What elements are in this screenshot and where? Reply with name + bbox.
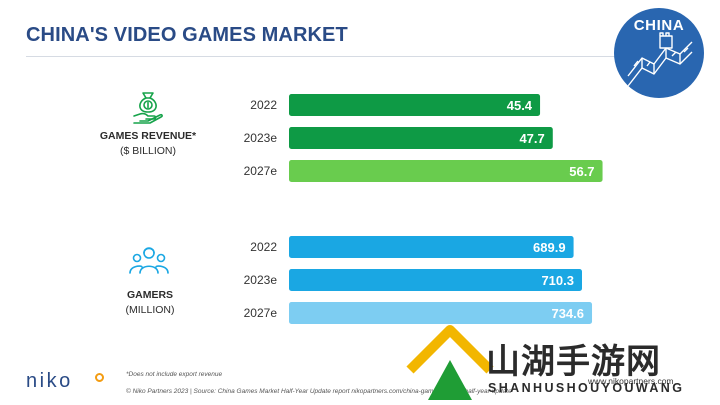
gamers-category-label: GAMERS (MILLION): [80, 288, 220, 318]
website-url: www.nikopartners.com: [588, 376, 674, 386]
revenue-bar: [289, 94, 541, 116]
niko-logo: niko: [26, 370, 73, 392]
gamers-bar: [289, 236, 574, 258]
page-title: CHINA'S VIDEO GAMES MARKET: [26, 24, 348, 46]
year-label: 2027e: [244, 164, 278, 178]
revenue-title: GAMES REVENUE*: [99, 130, 197, 142]
money-bag-hand-icon: [133, 92, 163, 124]
bar-value-label: 56.7: [569, 164, 594, 179]
watermark-en: SHANHUSHOUYOUWANG: [488, 381, 685, 395]
revenue-bar: [289, 160, 603, 182]
watermark-cn: 山湖手游网: [486, 342, 661, 382]
year-label: 2022: [250, 240, 277, 254]
gamers-bar: [289, 302, 593, 324]
year-label: 2023e: [244, 131, 278, 145]
bar-value-label: 734.6: [551, 306, 584, 321]
china-badge: CHINA: [614, 8, 704, 98]
bar-value-label: 710.3: [541, 273, 574, 288]
title-divider: [26, 56, 616, 57]
people-group-icon: [129, 247, 169, 274]
bar-value-label: 689.9: [533, 240, 566, 255]
bar-value-label: 47.7: [519, 131, 544, 146]
year-label: 2027e: [244, 306, 278, 320]
year-label: 2023e: [244, 273, 278, 287]
gamers-title: GAMERS: [126, 289, 174, 301]
source-note: © Niko Partners 2023 | Source: China Gam…: [126, 388, 512, 395]
china-badge-label: CHINA: [633, 17, 685, 34]
great-wall-icon: [627, 32, 693, 87]
footnote: *Does not include export revenue: [126, 371, 223, 378]
revenue-unit: ($ BILLION): [119, 145, 177, 157]
gamers-bar: [289, 269, 582, 291]
logo-dot-icon: [95, 373, 104, 382]
revenue-category-label: GAMES REVENUE* ($ BILLION): [78, 129, 218, 159]
revenue-bar: [289, 127, 553, 149]
watermark-triangle-icon: [406, 325, 494, 400]
gamers-unit: (MILLION): [125, 304, 175, 316]
year-label: 2022: [250, 98, 277, 112]
bar-value-label: 45.4: [507, 98, 533, 113]
